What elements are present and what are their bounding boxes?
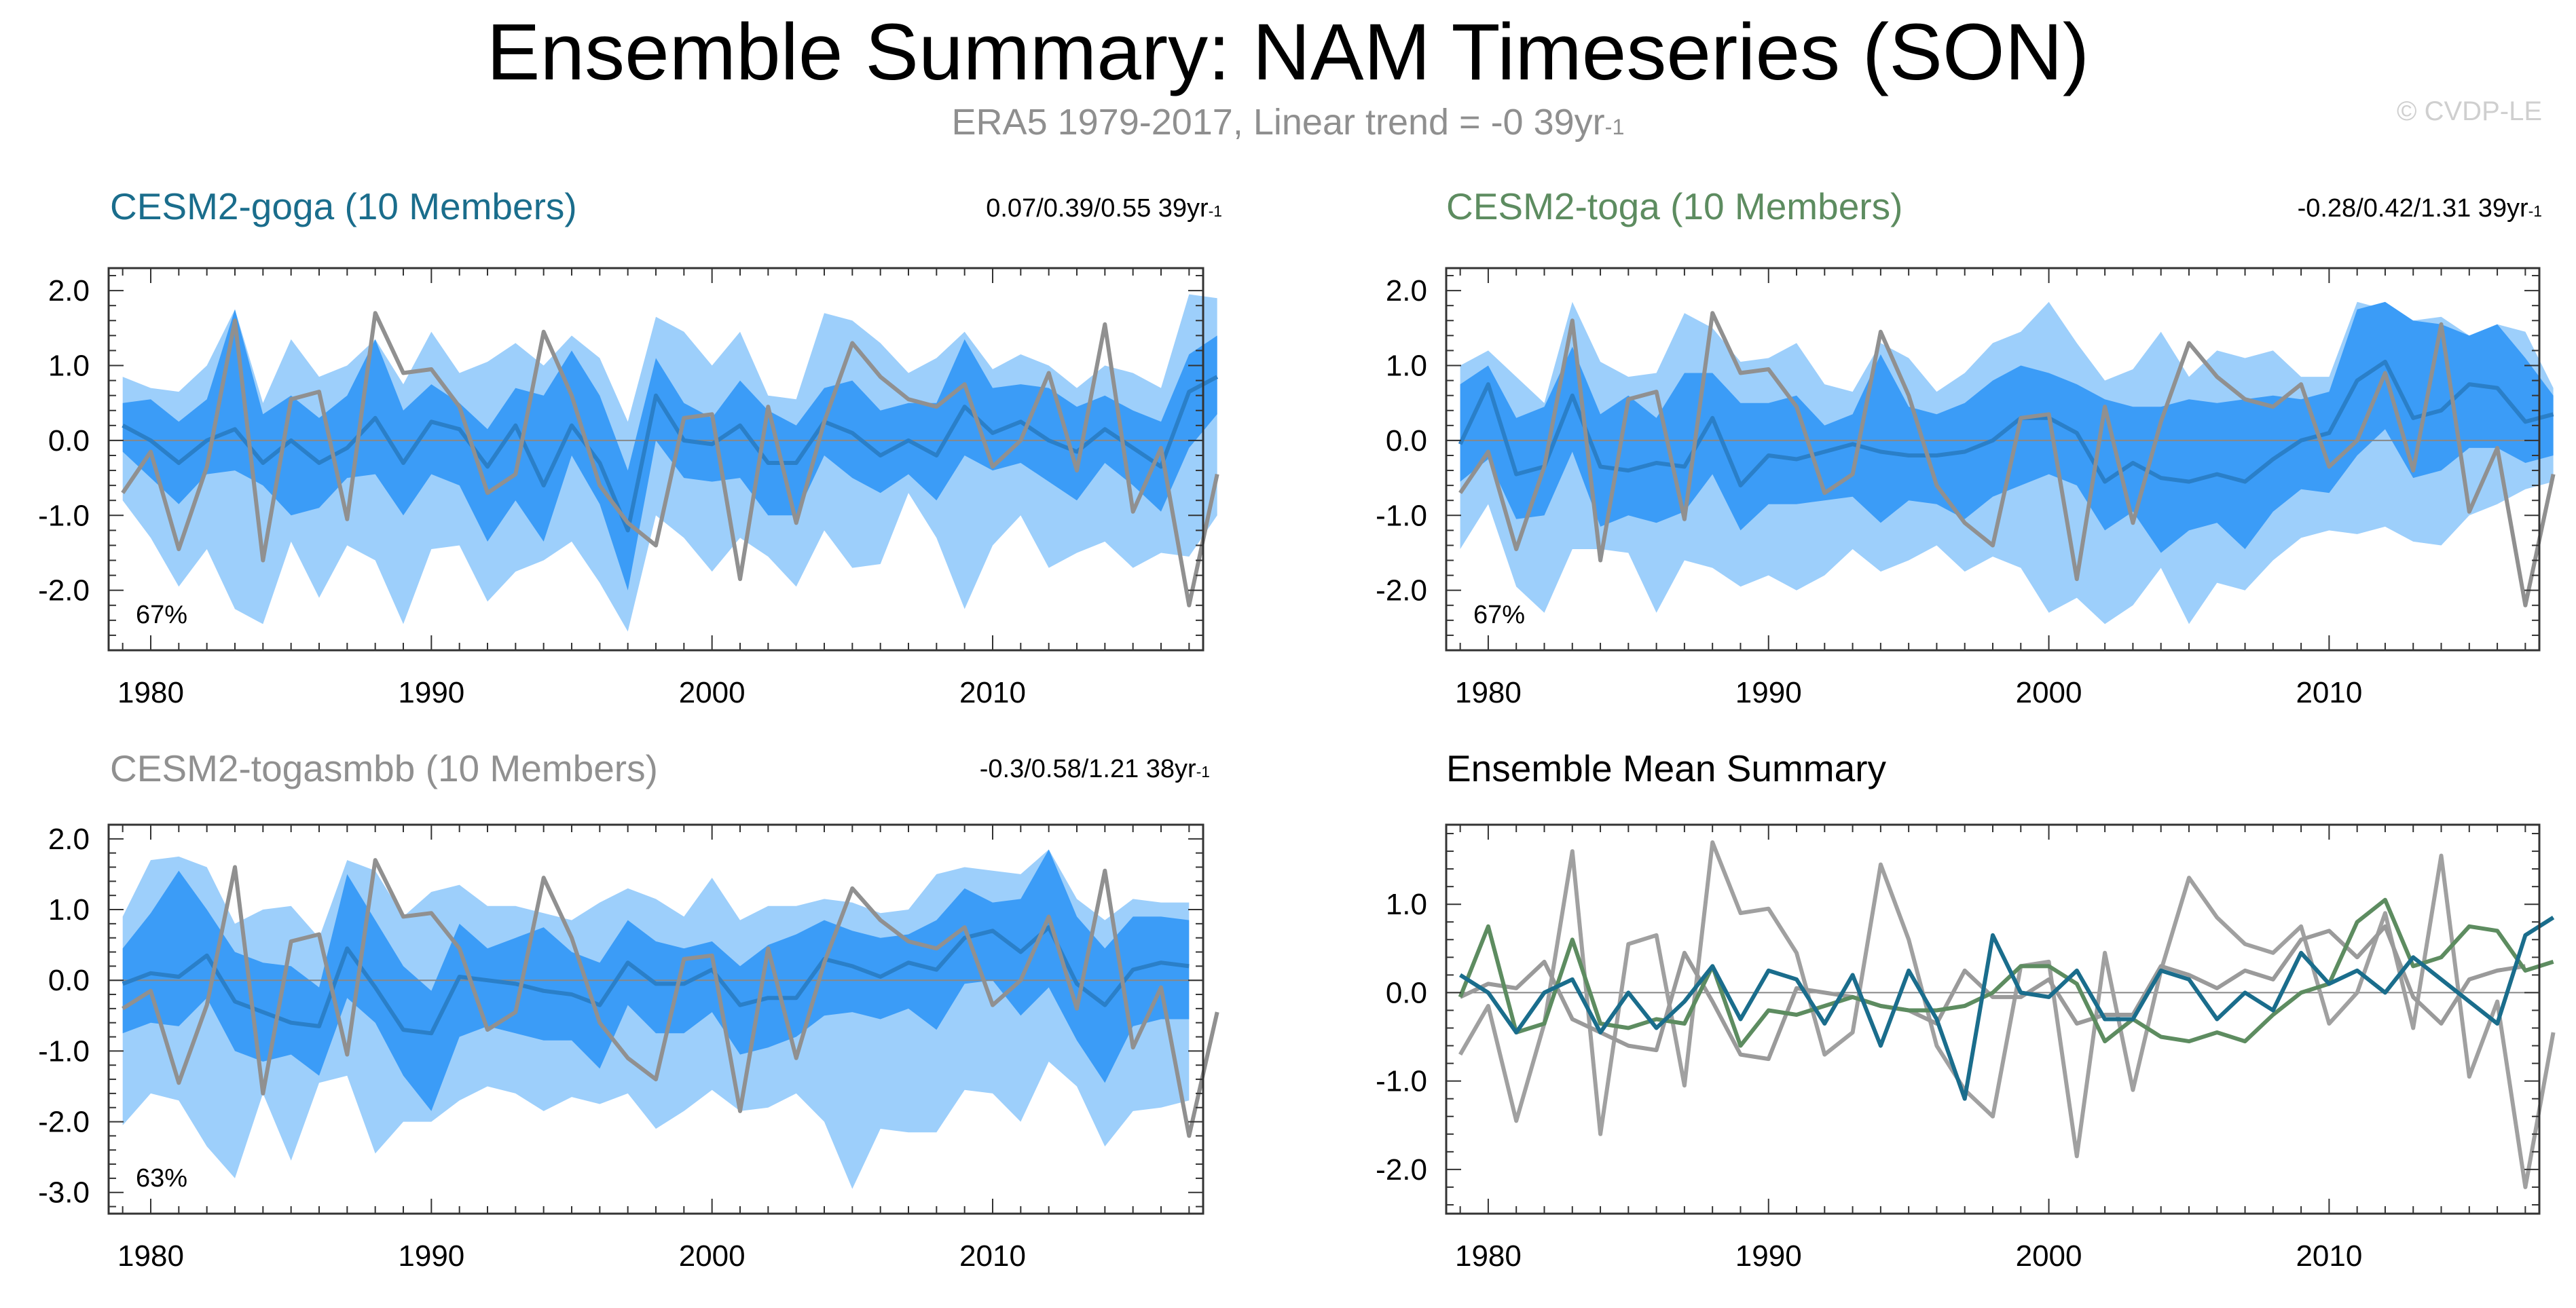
trend-text-togasmbb: -0.3/0.58/1.21 38yr-1 [980,752,1210,786]
x-tick-label: 2000 [679,1239,746,1273]
y-tick-label: 1.0 [48,350,90,383]
y-tick-label: -2.0 [1376,1153,1427,1186]
y-tick-label: 2.0 [1386,274,1427,307]
copyright-label: © CVDP-LE [2397,96,2542,126]
subtitle-superscript: -1 [1604,115,1625,139]
panel-title-togasmbb: CESM2-togasmbb (10 Members) [110,747,658,789]
figure-subtitle: ERA5 1979-2017, Linear trend = -0 39yr-1 [0,100,2576,144]
panel-toga: 67% 1980 1990 2000 2010 2.0 1.0 0.0 -1.0 -2.0 [1376,267,2556,709]
x-tick-label: 1990 [1735,1239,1802,1273]
panel-goga: 67% 1980 1990 2000 2010 2.0 1.0 0.0 -1.0 -2.0 [38,267,1219,709]
trend-sup-goga: -1 [1208,202,1222,220]
panel-title-mean-summary: Ensemble Mean Summary [1446,747,1887,789]
x-tick-label: 2010 [2296,676,2362,709]
y-tick-label: 0.0 [1386,424,1427,457]
x-tick-label: 2010 [959,1239,1026,1273]
ensemble-mean-line-goga [122,375,1219,533]
inner-band-goga [122,309,1217,591]
x-tick-label: 1980 [117,676,184,709]
y-tick-label: -2.0 [1376,574,1427,608]
series-line-cesm2-togasmbb [1459,924,2526,1062]
ensemble-mean-line-togasmbb [122,925,1190,1036]
series-line-cesm2-toga [1458,897,2554,1048]
trend-sup-toga: -1 [2528,202,2542,220]
panel-togasmbb: 63% 1980 1990 2000 2010 2.0 1.0 0.0 -1.0 -2.0 -3.0 [38,823,1219,1273]
trend-value-togasmbb: -0.3/0.58/1.21 38yr [979,755,1196,783]
x-tick-label: 2000 [2016,676,2082,709]
y-tick-label: -1.0 [1376,499,1427,532]
y-tick-label: 0.0 [48,964,90,997]
ensemble-mean-line-toga [1458,360,2554,488]
trend-value-goga: 0.07/0.39/0.55 39yr [986,194,1209,223]
y-tick-label: 0.0 [1386,976,1427,1009]
percent-label-togasmbb: 63% [136,1164,187,1193]
y-tick-label: 1.0 [1386,350,1427,383]
y-tick-label: 1.0 [48,893,90,927]
figure-title: Ensemble Summary: NAM Timeseries (SON) [486,7,2090,97]
panel-title-toga: CESM2-toga (10 Members) [1446,185,1903,227]
series-line-era5 [1458,840,2556,1189]
series-line-cesm2-goga [1459,916,2555,1101]
x-tick-label: 1990 [398,1239,464,1273]
obs-line-togasmbb [122,858,1219,1138]
trend-value-toga: -0.28/0.42/1.31 39yr [2297,194,2528,223]
obs-line-goga [121,311,1219,608]
x-tick-label: 2010 [959,676,1026,709]
y-tick-label: 1.0 [1386,888,1427,921]
outer-band-goga [122,294,1217,632]
trend-text-goga: 0.07/0.39/0.55 39yr-1 [986,191,1222,225]
percent-label-toga: 67% [1473,601,1525,629]
x-tick-label: 2010 [2296,1239,2362,1273]
y-tick-label: 0.0 [48,424,90,457]
y-tick-label: -3.0 [38,1176,90,1210]
panel-mean_summary: 1980 1990 2000 2010 1.0 0.0 -1.0 -2.0 [1376,823,2556,1273]
x-tick-label: 1990 [1735,676,1802,709]
x-tick-label: 2000 [679,676,746,709]
x-tick-label: 1980 [1455,676,1522,709]
y-tick-label: -1.0 [1376,1065,1427,1098]
x-tick-label: 1980 [117,1239,184,1273]
trend-text-toga: -0.28/0.42/1.31 39yr-1 [2298,191,2542,225]
x-tick-label: 1990 [398,676,464,709]
y-tick-label: 2.0 [48,823,90,856]
y-tick-label: -2.0 [38,1106,90,1139]
x-tick-label: 2000 [2016,1239,2082,1273]
panel-title-goga: CESM2-goga (10 Members) [110,185,577,227]
x-tick-label: 1980 [1455,1239,1522,1273]
subtitle-text: ERA5 1979-2017, Linear trend = -0 39yr [951,102,1605,143]
y-tick-label: 2.0 [48,274,90,307]
percent-label-goga: 67% [136,601,187,629]
y-tick-label: -1.0 [38,499,90,532]
y-tick-label: -1.0 [38,1034,90,1068]
trend-sup-togasmbb: -1 [1196,763,1210,781]
y-tick-label: -2.0 [38,574,90,608]
obs-line-toga [1458,311,2556,608]
